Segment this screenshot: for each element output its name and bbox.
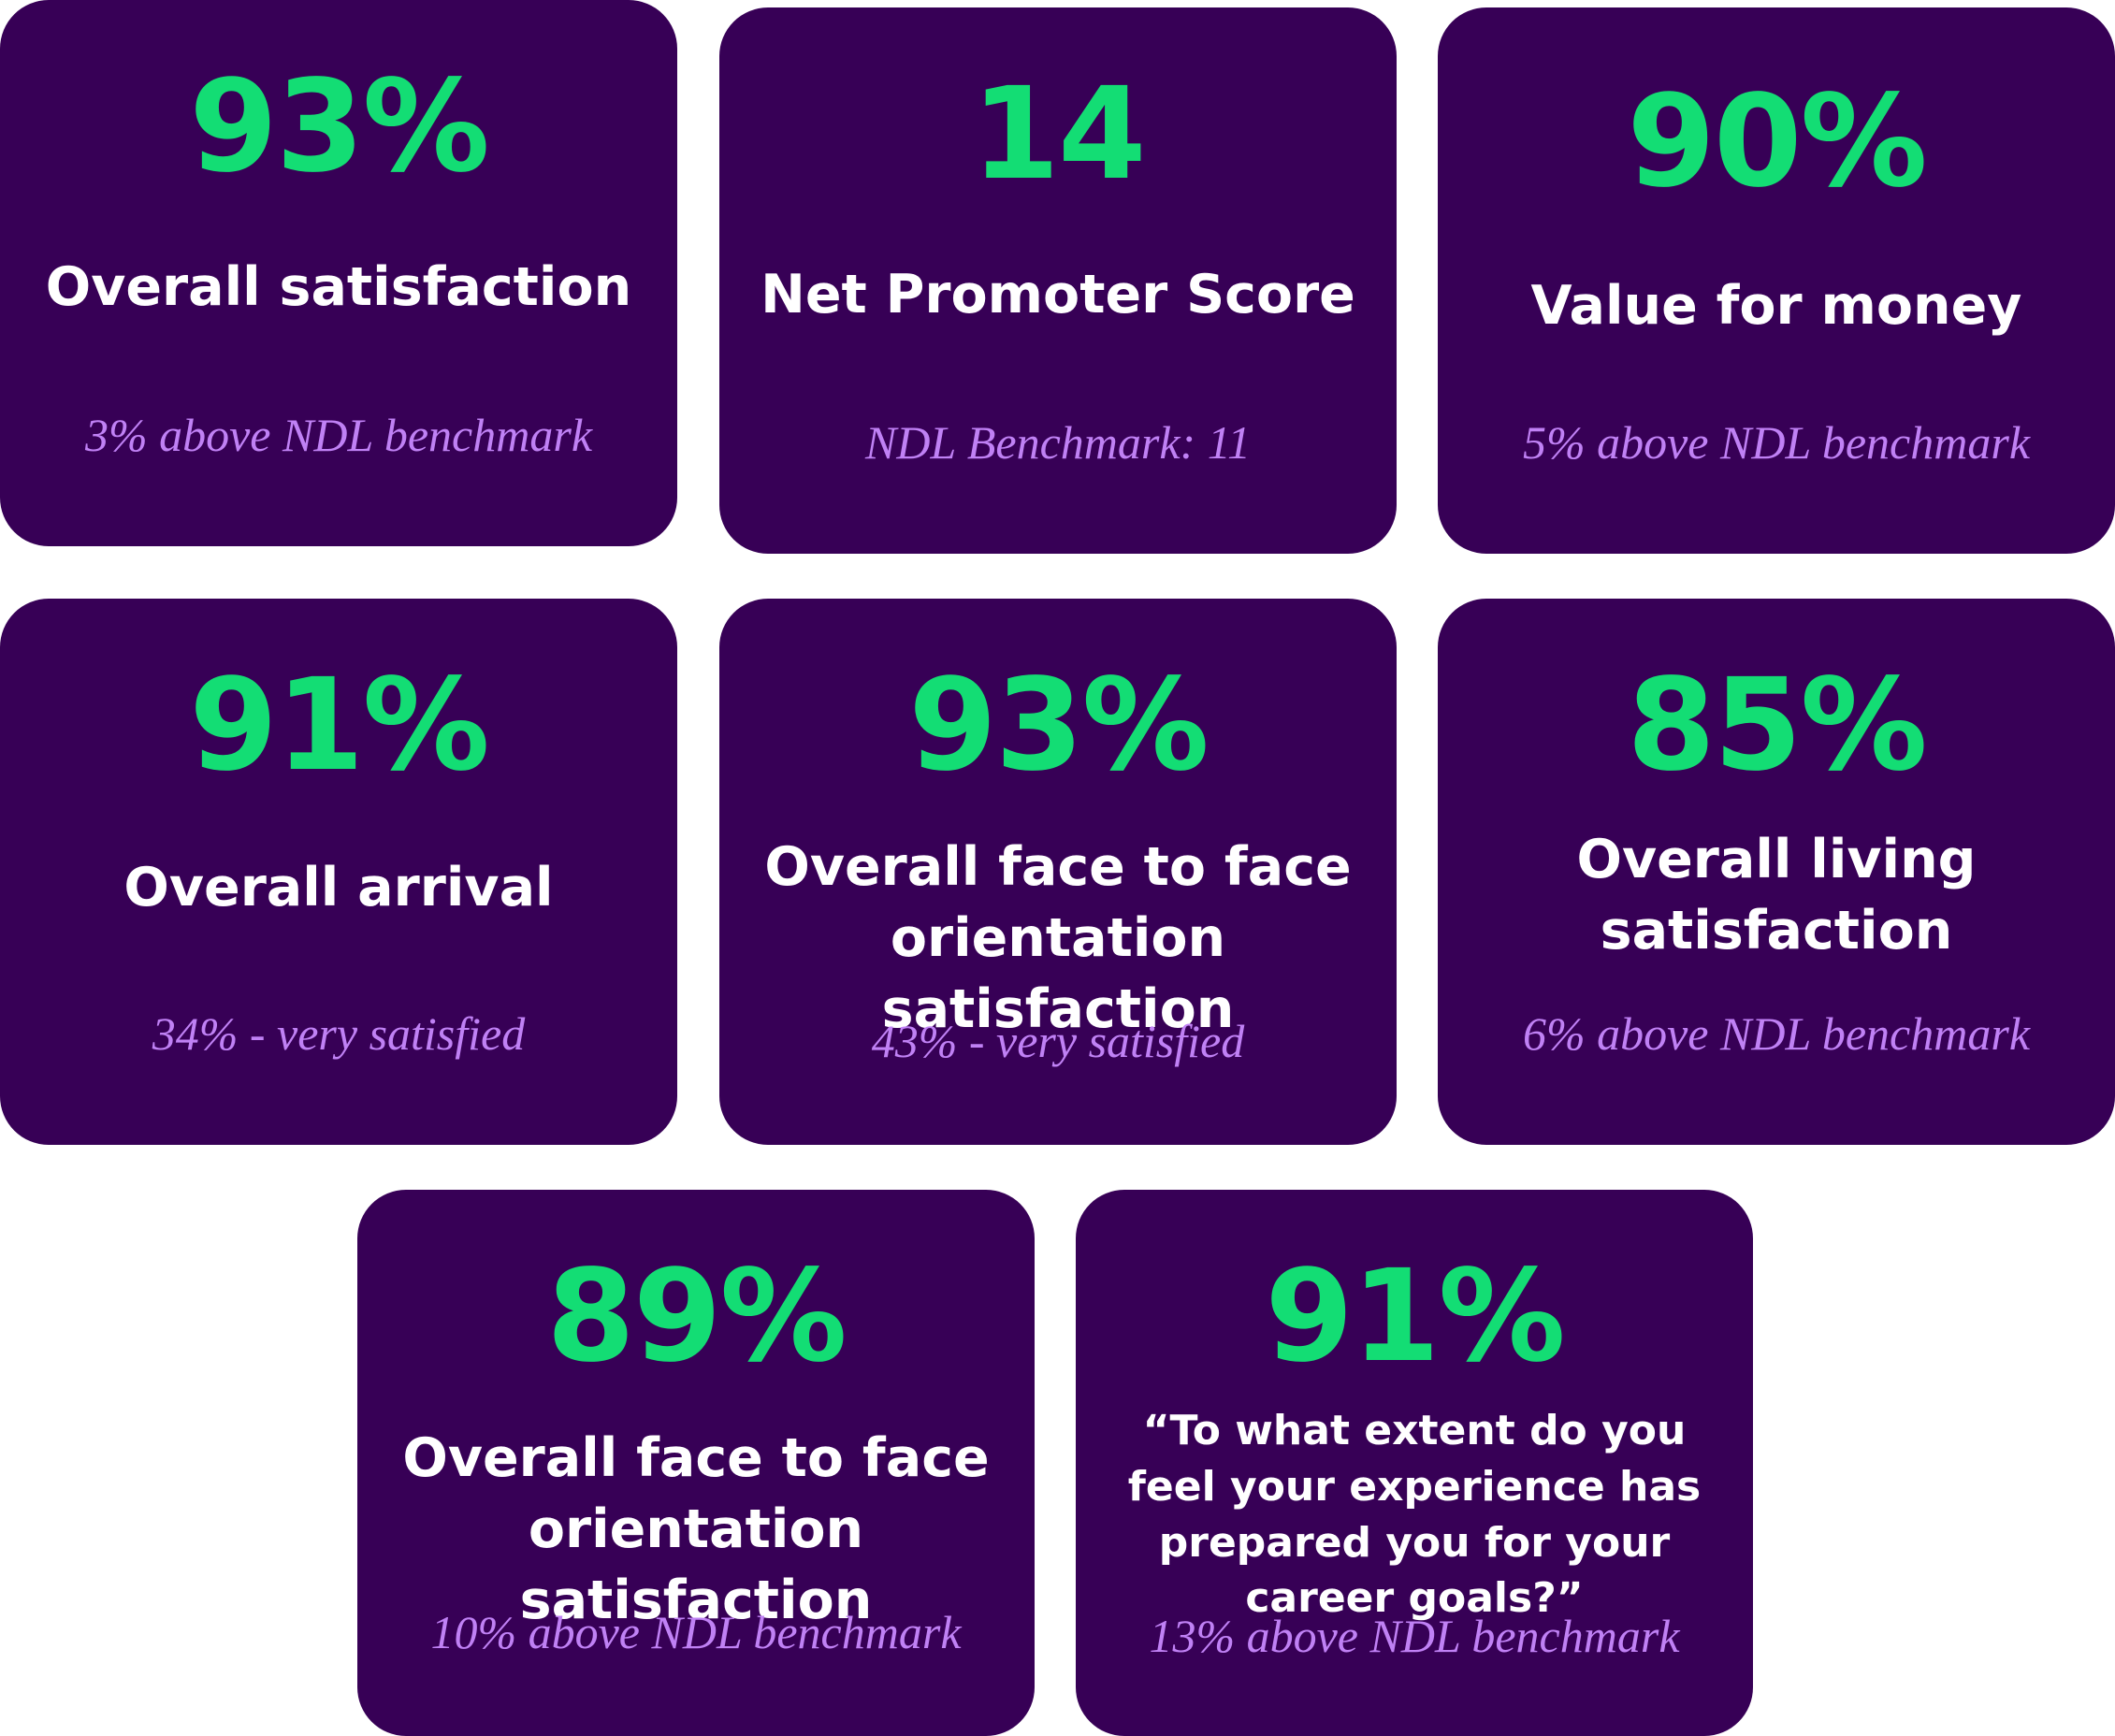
- stat-note: 10% above NDL benchmark: [430, 1606, 962, 1658]
- stat-card-face-to-face-orientation-benchmark: 89% Overall face to face orientation sat…: [357, 1190, 1035, 1736]
- stat-card-overall-arrival: 91% Overall arrival 34% - very satisfied: [0, 599, 677, 1145]
- stat-label: “To what extent do you feel your experie…: [1127, 1407, 1702, 1623]
- stat-note: 5% above NDL benchmark: [1522, 416, 2031, 469]
- stat-value: 85%: [1627, 652, 1928, 800]
- stat-value: 90%: [1627, 68, 1928, 216]
- stat-card-overall-satisfaction: 93% Overall satisfaction 3% above NDL be…: [0, 0, 677, 546]
- stat-note: 34% - very satisfied: [152, 1007, 526, 1060]
- stat-note: NDL Benchmark: 11: [865, 416, 1251, 469]
- stat-note: 13% above NDL benchmark: [1149, 1610, 1680, 1662]
- stat-label: Overall face to face orientation satisfa…: [764, 836, 1352, 1040]
- stat-value: 89%: [546, 1243, 847, 1391]
- stat-label: Overall face to face orientation satisfa…: [402, 1427, 990, 1631]
- stat-note: 6% above NDL benchmark: [1522, 1007, 2031, 1060]
- stat-card-career-goals: 91% “To what extent do you feel your exp…: [1076, 1190, 1753, 1736]
- stat-note: 43% - very satisfied: [871, 1015, 1245, 1067]
- stat-value: 91%: [1265, 1243, 1566, 1391]
- stat-card-net-promoter-score: 14 Net Promoter Score NDL Benchmark: 11: [719, 7, 1397, 554]
- stat-label: Value for money: [1530, 275, 2022, 337]
- stat-value: 93%: [189, 53, 490, 201]
- stat-label: Overall living satisfaction: [1576, 829, 1977, 962]
- stat-label: Overall arrival: [123, 857, 554, 919]
- stat-note: 3% above NDL benchmark: [84, 409, 593, 461]
- stat-label: Net Promoter Score: [761, 264, 1355, 326]
- stat-value: 93%: [908, 652, 1210, 800]
- stat-card-value-for-money: 90% Value for money 5% above NDL benchma…: [1438, 7, 2115, 554]
- stat-value: 14: [971, 61, 1146, 209]
- stat-card-face-to-face-orientation: 93% Overall face to face orientation sat…: [719, 599, 1397, 1145]
- stat-label: Overall satisfaction: [45, 256, 632, 318]
- stat-card-overall-living-satisfaction: 85% Overall living satisfaction 6% above…: [1438, 599, 2115, 1145]
- stat-value: 91%: [189, 652, 490, 800]
